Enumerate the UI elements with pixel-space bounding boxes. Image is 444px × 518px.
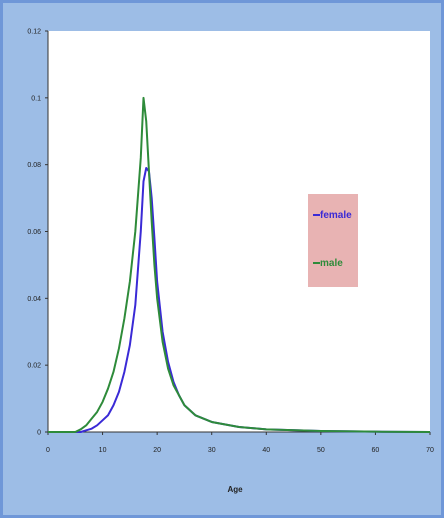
x-tick-label: 0 (46, 447, 50, 454)
y-tick-label: 0.1 (31, 95, 41, 102)
legend: female male (308, 194, 358, 287)
legend-label-female: female (320, 210, 352, 221)
series-layer (48, 96, 431, 433)
x-tick-label: 70 (426, 447, 434, 454)
y-tick-label: 0.12 (27, 29, 41, 36)
x-axis-title: Age (227, 485, 243, 494)
y-tick-label: 0.04 (27, 296, 41, 303)
y-tick-label: 0 (37, 430, 41, 437)
legend-box (308, 194, 358, 287)
x-tick-label: 50 (317, 447, 325, 454)
x-tick-label: 60 (372, 447, 380, 454)
series-line-male (48, 96, 431, 433)
plot-area (48, 31, 430, 432)
x-tick-label: 40 (262, 447, 270, 454)
legend-items: female male (313, 210, 352, 269)
y-tick-label: 0.06 (27, 229, 41, 236)
y-tick-label: 0.08 (27, 162, 41, 169)
x-tick-label: 10 (99, 447, 107, 454)
x-tick-label: 30 (208, 447, 216, 454)
legend-label-male: male (320, 258, 343, 269)
x-tick-label: 20 (153, 447, 161, 454)
y-tick-label: 0.02 (27, 363, 41, 370)
